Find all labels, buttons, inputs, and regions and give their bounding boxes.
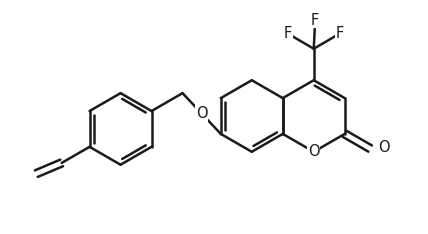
Text: O: O [196,106,208,121]
Text: F: F [284,26,292,41]
Text: O: O [308,144,320,159]
Text: O: O [378,140,390,155]
Text: F: F [336,26,344,41]
Text: F: F [311,13,319,28]
